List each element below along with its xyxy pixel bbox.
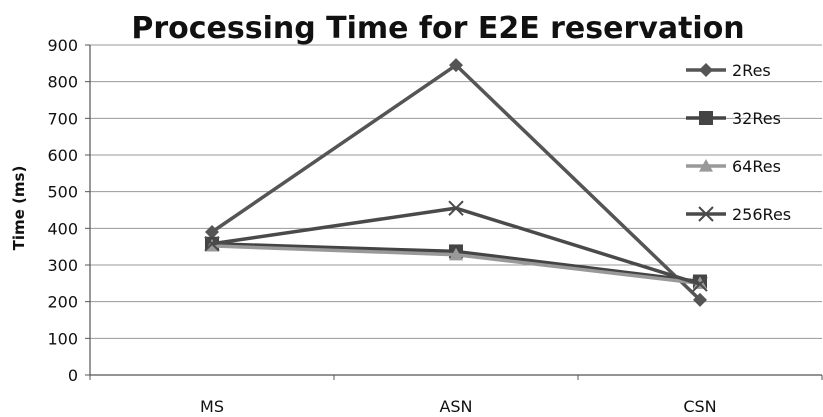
- gridlines: [90, 44, 822, 376]
- y-tick-label: 600: [47, 146, 78, 165]
- data-point: [204, 236, 220, 252]
- legend-label: 64Res: [732, 157, 781, 176]
- y-tick-label: 200: [47, 293, 78, 312]
- legend-label: 32Res: [732, 109, 781, 128]
- x-tick-label: CSN: [683, 397, 716, 416]
- y-tick-labels: 0 100 200 300 400 500 600 700 800 900: [47, 36, 78, 385]
- series-256Res: [204, 200, 708, 292]
- legend: 2Res 32Res 64Res 256Res: [686, 61, 791, 224]
- data-point: [205, 225, 219, 239]
- data-point: [449, 58, 463, 73]
- series-lines: [204, 58, 708, 307]
- y-tick-label: 100: [47, 329, 78, 348]
- chart-title: Processing Time for E2E reservation: [131, 11, 744, 46]
- y-tick-label: 300: [47, 256, 78, 275]
- data-point: [448, 200, 464, 216]
- legend-label: 256Res: [732, 205, 791, 224]
- y-axis-label: Time (ms): [10, 166, 28, 251]
- data-point: [692, 276, 708, 292]
- legend-marker: [699, 63, 713, 77]
- legend-label: 2Res: [732, 61, 771, 80]
- x-tick-label: ASN: [439, 397, 472, 416]
- legend-item-64Res: 64Res: [686, 157, 781, 176]
- legend-item-256Res: 256Res: [686, 205, 791, 224]
- y-tick-label: 800: [47, 73, 78, 92]
- legend-marker: [699, 159, 713, 172]
- y-tick-label: 0: [68, 366, 78, 385]
- legend-marker: [699, 111, 713, 125]
- data-point: [449, 247, 463, 261]
- data-point: [693, 292, 707, 307]
- axes: [85, 44, 823, 380]
- y-tick-label: 900: [47, 36, 78, 55]
- legend-item-32Res: 32Res: [686, 109, 781, 128]
- legend-item-2Res: 2Res: [686, 61, 771, 80]
- legend-marker: [698, 206, 714, 222]
- y-tick-label: 700: [47, 109, 78, 128]
- x-tick-labels: MS ASN CSN: [200, 397, 717, 416]
- series-2Res: [205, 58, 707, 307]
- y-tick-label: 400: [47, 219, 78, 238]
- y-tick-label: 500: [47, 183, 78, 202]
- x-tick-label: MS: [200, 397, 224, 416]
